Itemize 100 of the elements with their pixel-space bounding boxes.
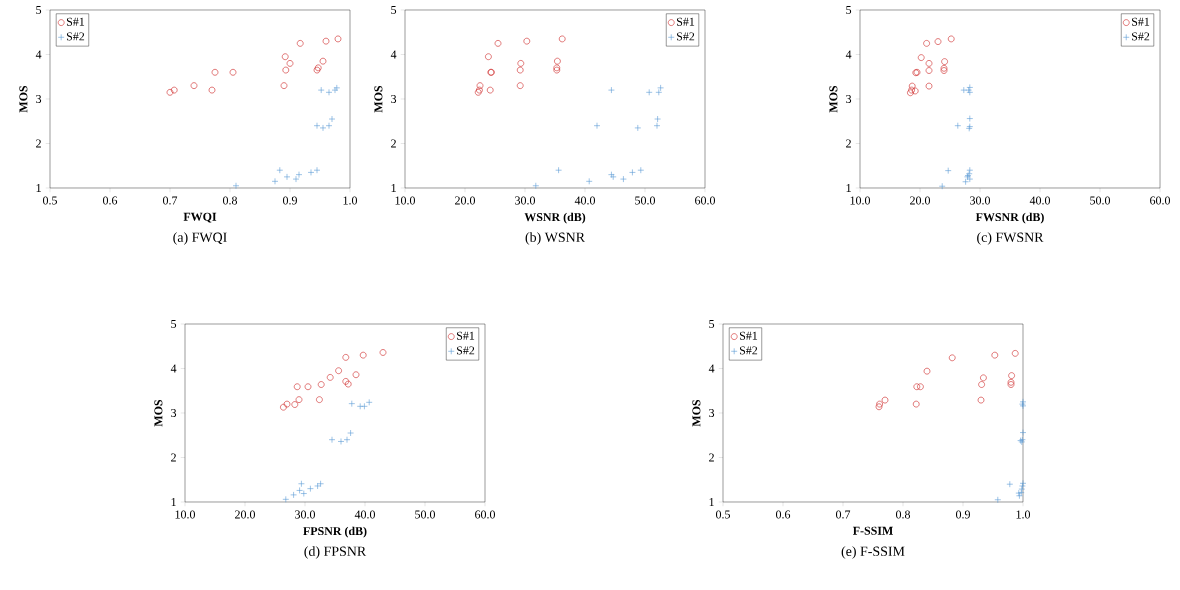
point — [966, 166, 974, 174]
point — [1008, 372, 1015, 379]
x-axis-title: FWQI — [183, 212, 217, 223]
x-tick-label: 60.0 — [695, 196, 716, 205]
x-axis-title: WSNR (dB) — [524, 212, 586, 224]
point — [282, 496, 290, 503]
point — [907, 89, 914, 97]
point — [313, 122, 321, 129]
point — [962, 178, 969, 186]
point — [954, 122, 962, 129]
x-tick-label: 50.0 — [415, 510, 435, 519]
y-tick-label: 1 — [171, 498, 176, 506]
point — [1019, 482, 1026, 490]
y-tick-label: 2 — [709, 453, 714, 462]
point — [875, 403, 883, 411]
point — [1019, 429, 1027, 436]
point — [1019, 480, 1027, 487]
point — [298, 480, 305, 488]
x-tick-label: 40.0 — [574, 196, 596, 205]
point — [328, 115, 336, 123]
point — [317, 381, 325, 388]
x-tick-label: 20.0 — [455, 196, 475, 205]
y-tick-label: 5 — [846, 6, 852, 14]
point — [609, 173, 617, 181]
point — [280, 403, 287, 411]
point — [1011, 350, 1019, 357]
x-tick-label: 0.8 — [222, 196, 238, 205]
point — [293, 383, 301, 391]
point — [328, 436, 336, 443]
point — [654, 115, 661, 123]
point — [1006, 480, 1014, 488]
point — [966, 115, 974, 122]
x-axis-title: F-SSIM — [852, 526, 893, 535]
point — [629, 169, 636, 176]
text: (c) FWSNR — [977, 232, 1044, 245]
point — [337, 438, 345, 445]
y-tick-label: 2 — [391, 139, 396, 148]
point — [585, 178, 593, 185]
point — [881, 396, 889, 404]
point — [991, 351, 999, 359]
legend-label: S#1 — [739, 331, 758, 340]
point — [966, 89, 974, 96]
point — [912, 400, 920, 408]
y-tick-label: 1 — [709, 498, 714, 506]
point — [296, 40, 304, 47]
x-tick-label: 10.0 — [175, 510, 195, 519]
point — [925, 82, 933, 90]
y-tick-label: 2 — [171, 453, 176, 462]
point — [593, 122, 601, 129]
point — [941, 58, 948, 65]
point — [276, 166, 284, 174]
point — [558, 35, 566, 43]
y-axis-title: MOS — [829, 85, 838, 113]
point — [925, 67, 933, 74]
point — [554, 57, 561, 65]
point — [335, 367, 342, 375]
point — [911, 87, 919, 95]
point — [319, 57, 327, 65]
point — [304, 383, 312, 391]
x-tick-label: 0.9 — [282, 196, 297, 205]
point — [379, 349, 387, 356]
point — [517, 60, 525, 67]
point — [283, 173, 291, 181]
x-tick-label: 50.0 — [1090, 196, 1111, 205]
point — [286, 60, 294, 67]
point — [653, 122, 661, 129]
point — [948, 354, 956, 362]
x-tick-label: 0.5 — [715, 510, 731, 519]
point — [494, 40, 502, 47]
point — [994, 496, 1002, 504]
point — [634, 124, 642, 132]
y-tick-label: 1 — [846, 184, 851, 192]
legend-label: S#2 — [66, 32, 85, 41]
point — [307, 485, 314, 492]
point — [555, 166, 562, 174]
x-tick-label: 40.0 — [1029, 196, 1051, 205]
point — [300, 490, 308, 497]
point — [166, 89, 174, 96]
point — [352, 371, 360, 379]
point — [908, 86, 915, 94]
x-tick-label: 0.7 — [162, 196, 178, 205]
point — [655, 89, 663, 96]
y-tick-label: 3 — [36, 94, 42, 103]
point — [316, 396, 323, 403]
point — [326, 374, 334, 381]
x-tick-label: 0.8 — [895, 510, 911, 519]
point — [938, 182, 946, 190]
point — [516, 82, 524, 89]
y-tick-label: 5 — [391, 6, 397, 14]
point — [913, 383, 921, 391]
y-tick-label: 2 — [846, 139, 851, 148]
point — [978, 381, 985, 388]
legend-label: S#2 — [739, 346, 758, 355]
point — [334, 35, 342, 43]
point — [947, 35, 955, 43]
point — [923, 40, 930, 47]
point — [876, 400, 883, 408]
point — [1016, 492, 1023, 500]
point — [325, 89, 333, 96]
y-tick-label: 3 — [846, 94, 852, 103]
